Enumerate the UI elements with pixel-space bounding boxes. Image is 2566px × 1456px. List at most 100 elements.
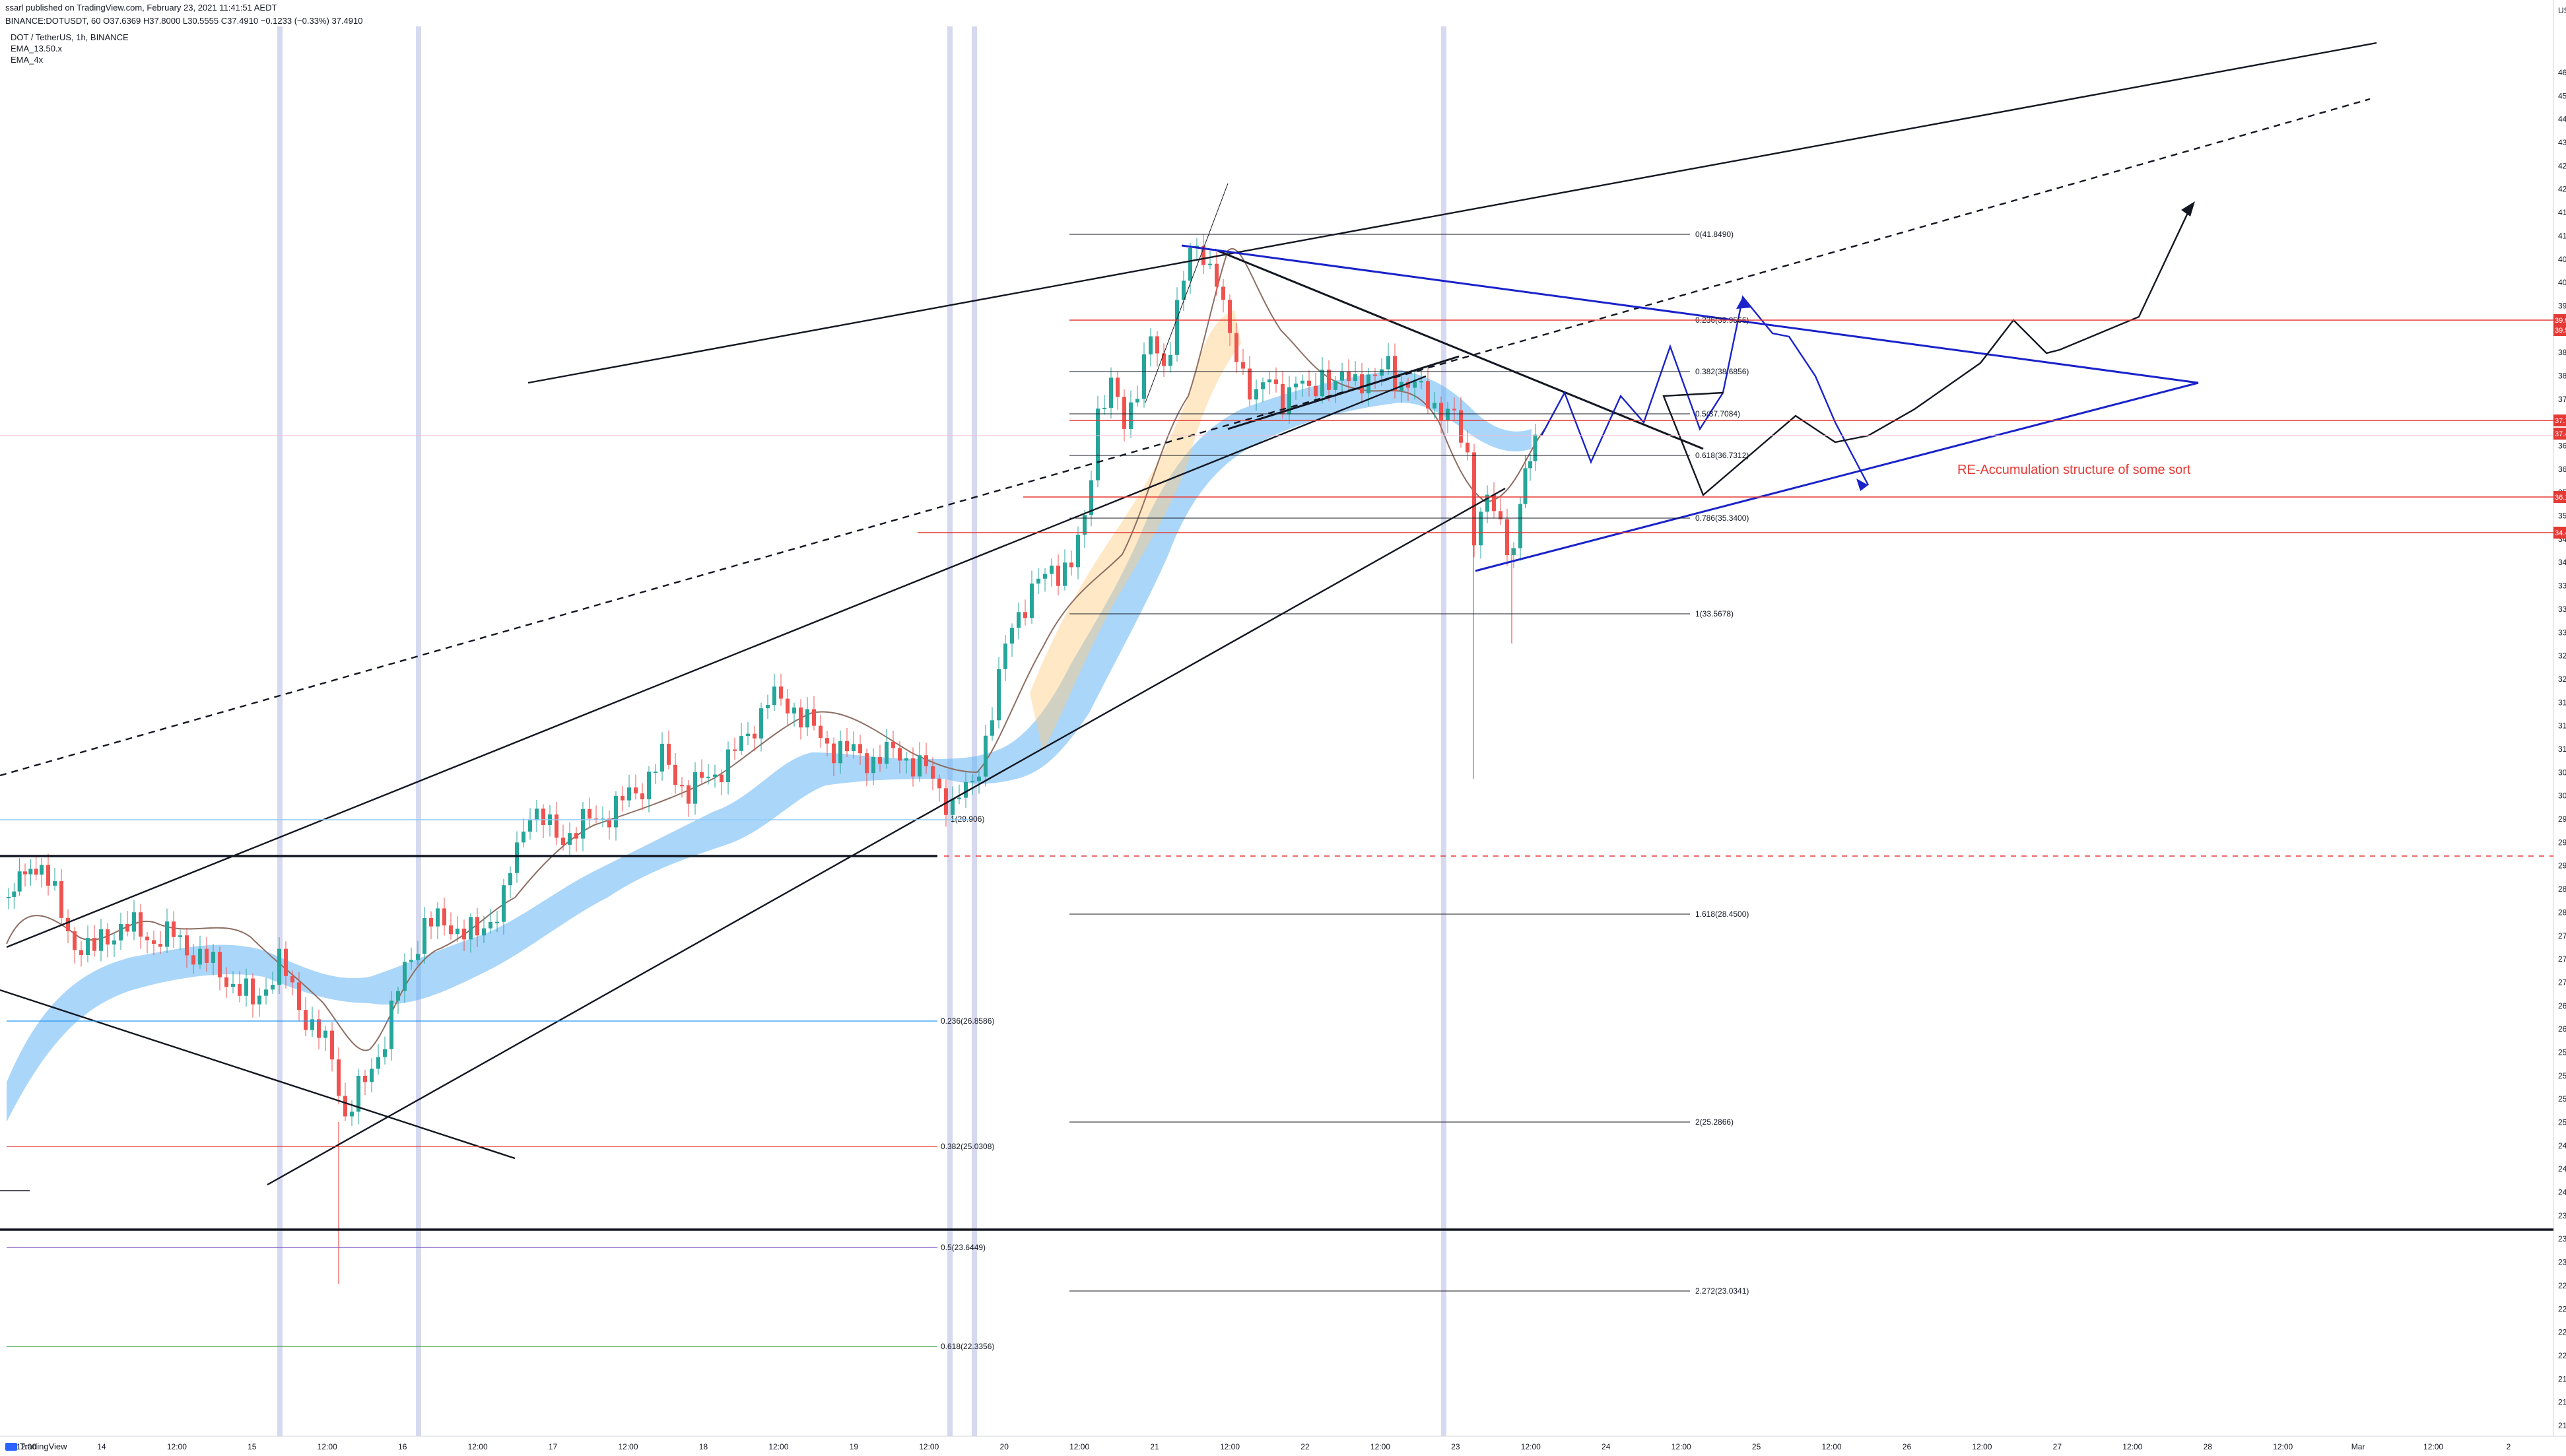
candle-body [951, 799, 955, 815]
fib-level-label: 2(25.2866) [1695, 1117, 1734, 1127]
candlesticks[interactable] [7, 234, 1537, 1284]
trendline-major-upper[interactable] [527, 42, 2377, 384]
candle-body [984, 735, 988, 777]
candle-body [1439, 403, 1443, 421]
trendline-thin-spike[interactable] [1145, 183, 1229, 403]
candle-body [185, 935, 189, 956]
candle-body [1162, 353, 1166, 366]
annotation-text[interactable]: RE-Accumulation structure of some sort [1957, 463, 2191, 477]
legend-title[interactable]: DOT / TetherUS, 1h, BINANCE [11, 32, 129, 42]
price-tick-label: 21.2800 [2558, 1421, 2566, 1430]
candle-body [944, 788, 948, 815]
candle-body [469, 917, 473, 940]
candle-body [139, 912, 143, 937]
price-badge [2553, 414, 2566, 426]
candle-body [1017, 612, 1021, 628]
candle-body [792, 707, 796, 713]
projection-path-blue[interactable] [1540, 295, 1870, 486]
price-tick-label: 33.4000 [2558, 605, 2566, 614]
price-tick-label: 24.4000 [2558, 1164, 2566, 1174]
session-highlight [972, 26, 977, 1436]
candle-body [891, 741, 895, 748]
price-tick-label: 29.8000 [2558, 814, 2566, 824]
candle-body [46, 865, 50, 886]
trendline-short-support[interactable] [1227, 355, 1460, 430]
price-tick-label: 41.0000 [2558, 231, 2566, 240]
candle-body [310, 1019, 314, 1030]
candle-body [238, 983, 242, 996]
price-tick-label: 43.0000 [2558, 138, 2566, 147]
candle-body [1426, 381, 1430, 409]
candle-body [205, 948, 209, 963]
candle-body [290, 976, 294, 983]
fib-retracement-upper[interactable]: 0(41.8490)0.236(39.9566)0.382(38.6856)0.… [1069, 230, 1749, 1296]
price-tick-label: 40.0000 [2558, 278, 2566, 287]
price-badge-label: 37.4910 [2555, 430, 2566, 438]
candle-body [1413, 381, 1417, 388]
candle-body [304, 1010, 308, 1030]
fib-retracement-lower[interactable]: 0.236(26.8586) 0.382(25.0308) 0.5(23.6449)… [7, 814, 994, 1351]
candle-body [1452, 409, 1456, 411]
time-axis[interactable]: 12:00 14 12:00 15 12:00 16 12:00 17 12:00 18 12:00… [17, 1442, 2511, 1451]
price-tick-label: 24.7000 [2558, 1141, 2566, 1150]
candle-body [1294, 383, 1298, 387]
candle-body [1129, 402, 1133, 429]
legend-ema-2[interactable]: EMA_4x [11, 55, 44, 65]
candle-body [1254, 389, 1258, 400]
candle-body [198, 948, 202, 965]
projection-arrowhead [2181, 201, 2195, 216]
candle-body [865, 753, 869, 774]
price-tick-label: 22.0400 [2558, 1351, 2566, 1360]
trendline-channel-upper[interactable] [6, 375, 1427, 948]
candle-body [112, 940, 116, 945]
price-badge [2553, 314, 2566, 326]
candle-body [680, 785, 684, 787]
candle-body [1300, 380, 1304, 384]
time-tick-label: 12:00 [2122, 1442, 2142, 1451]
candle-body [409, 960, 413, 962]
price-tick-label: 32.6000 [2558, 651, 2566, 661]
trend-lines[interactable] [0, 42, 2377, 1186]
candle-body [654, 771, 658, 773]
session-highlight [947, 26, 953, 1436]
candle-body [733, 749, 737, 751]
horizontal-levels[interactable] [0, 319, 2553, 1231]
header-bar: ssarl published on TradingView.com, Febr… [0, 0, 2566, 26]
legend-ema-1[interactable]: EMA_13.50.x [11, 44, 63, 53]
fib-lower-label: 0.382(25.0308) [941, 1142, 994, 1151]
candle-body [482, 928, 486, 936]
fib-lower-label: 0.236(26.8586) [941, 1016, 994, 1026]
fib-level-label: 2.272(23.0341) [1695, 1286, 1749, 1296]
tradingview-logo[interactable]: TradingView [5, 1441, 67, 1451]
trendline-blue-lower[interactable] [1475, 381, 2199, 572]
candle-body [931, 766, 935, 779]
time-tick-label: 12:00 [2273, 1442, 2293, 1451]
price-tick-label: 40.5000 [2558, 255, 2566, 264]
candle-body [911, 758, 915, 777]
candle-body [1320, 370, 1324, 397]
price-axis[interactable]: 46.0000 45.0000 44.0000 43.0000 42.5000 42.00… [2558, 6, 2566, 1430]
trendline-descending-left[interactable] [0, 989, 516, 1160]
candle-body [819, 725, 823, 739]
candle-body [337, 1059, 341, 1096]
price-tick-label: 21.7800 [2558, 1374, 2566, 1383]
candle-body [706, 776, 710, 778]
price-tick-label: 26.2000 [2558, 1024, 2566, 1034]
trendline-descending-top[interactable] [1214, 248, 1704, 450]
price-tick-label: 29.4000 [2558, 838, 2566, 847]
trendline-channel-lower[interactable] [267, 487, 1506, 1186]
projection-path-black[interactable] [1662, 204, 2193, 497]
candle-body [323, 1030, 327, 1038]
price-tick-label: 24.1000 [2558, 1188, 2566, 1197]
candle-body [1122, 397, 1126, 429]
price-tick-label: 35.0000 [2558, 512, 2566, 521]
trendline-blue-upper[interactable] [1181, 244, 2199, 384]
price-tick-label: 31.4000 [2558, 721, 2566, 731]
candle-body [885, 741, 889, 764]
candle-body [1175, 300, 1179, 355]
candle-body [779, 686, 783, 699]
candle-body [647, 772, 651, 800]
ohlc-last: 37.4910 [331, 16, 363, 26]
candle-body [1261, 382, 1265, 389]
